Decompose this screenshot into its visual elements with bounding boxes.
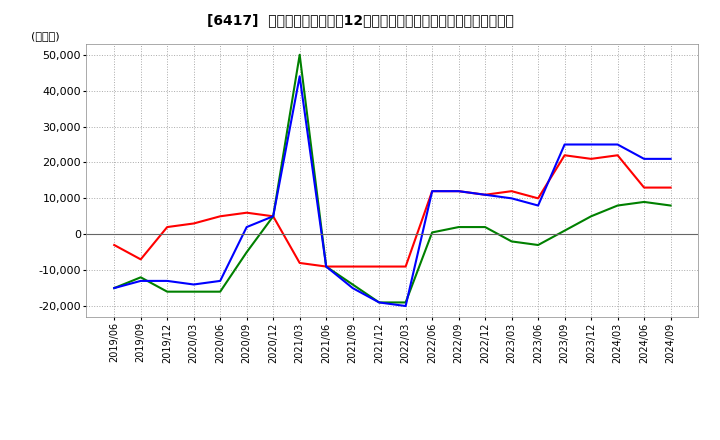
投資CF	[640, 199, 649, 205]
投資CF	[295, 52, 304, 57]
フリーCF	[110, 286, 119, 291]
Text: [6417]  キャッシュフローの12か月移動合計の対前年同期増減額の推移: [6417] キャッシュフローの12か月移動合計の対前年同期増減額の推移	[207, 13, 513, 27]
営業CF	[136, 257, 145, 262]
営業CF	[243, 210, 251, 215]
投資CF	[560, 228, 569, 233]
投資CF	[534, 242, 542, 248]
Line: 投資CF: 投資CF	[114, 55, 670, 302]
営業CF	[110, 242, 119, 248]
フリーCF	[640, 156, 649, 161]
フリーCF	[534, 203, 542, 208]
投資CF	[243, 249, 251, 255]
営業CF	[666, 185, 675, 190]
営業CF	[216, 214, 225, 219]
フリーCF	[295, 73, 304, 79]
営業CF	[640, 185, 649, 190]
Line: フリーCF: フリーCF	[114, 76, 670, 306]
フリーCF	[269, 214, 277, 219]
営業CF	[269, 214, 277, 219]
投資CF	[613, 203, 622, 208]
営業CF	[401, 264, 410, 269]
投資CF	[508, 239, 516, 244]
投資CF	[428, 230, 436, 235]
営業CF	[587, 156, 595, 161]
Legend: 営業CF, 投資CF, フリーCF: 営業CF, 投資CF, フリーCF	[257, 438, 528, 440]
フリーCF	[613, 142, 622, 147]
営業CF	[508, 188, 516, 194]
営業CF	[534, 196, 542, 201]
営業CF	[322, 264, 330, 269]
投資CF	[587, 214, 595, 219]
フリーCF	[560, 142, 569, 147]
投資CF	[269, 214, 277, 219]
営業CF	[560, 153, 569, 158]
フリーCF	[666, 156, 675, 161]
営業CF	[163, 224, 171, 230]
営業CF	[481, 192, 490, 198]
フリーCF	[454, 188, 463, 194]
営業CF	[348, 264, 357, 269]
営業CF	[428, 188, 436, 194]
フリーCF	[401, 304, 410, 309]
フリーCF	[163, 278, 171, 283]
フリーCF	[243, 224, 251, 230]
投資CF	[481, 224, 490, 230]
営業CF	[613, 153, 622, 158]
投資CF	[216, 289, 225, 294]
投資CF	[348, 282, 357, 287]
営業CF	[375, 264, 384, 269]
フリーCF	[587, 142, 595, 147]
投資CF	[401, 300, 410, 305]
フリーCF	[481, 192, 490, 198]
投資CF	[136, 275, 145, 280]
投資CF	[666, 203, 675, 208]
フリーCF	[508, 196, 516, 201]
投資CF	[110, 286, 119, 291]
投資CF	[189, 289, 198, 294]
投資CF	[322, 264, 330, 269]
フリーCF	[348, 286, 357, 291]
投資CF	[454, 224, 463, 230]
フリーCF	[428, 188, 436, 194]
フリーCF	[216, 278, 225, 283]
フリーCF	[322, 264, 330, 269]
フリーCF	[189, 282, 198, 287]
営業CF	[454, 188, 463, 194]
投資CF	[163, 289, 171, 294]
営業CF	[189, 221, 198, 226]
投資CF	[375, 300, 384, 305]
Text: (百万円): (百万円)	[31, 31, 60, 41]
フリーCF	[136, 278, 145, 283]
Line: 営業CF: 営業CF	[114, 155, 670, 267]
フリーCF	[375, 300, 384, 305]
営業CF	[295, 260, 304, 266]
